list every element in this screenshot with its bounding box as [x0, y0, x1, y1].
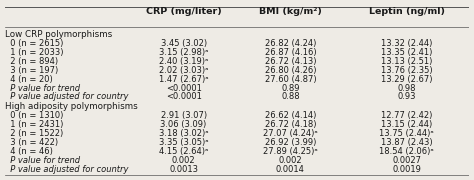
Text: 13.29 (2.67): 13.29 (2.67)	[381, 75, 432, 84]
Text: 0.002: 0.002	[172, 156, 195, 165]
Text: P value for trend: P value for trend	[5, 156, 80, 165]
Text: 26.72 (4.13): 26.72 (4.13)	[264, 57, 316, 66]
Text: BMI (kg/m²): BMI (kg/m²)	[259, 7, 322, 16]
Text: 3 (n = 197): 3 (n = 197)	[5, 66, 58, 75]
Text: 0.88: 0.88	[281, 93, 300, 102]
Text: 18.54 (2.06)ᵃ: 18.54 (2.06)ᵃ	[379, 147, 434, 156]
Text: 4 (n = 46): 4 (n = 46)	[5, 147, 53, 156]
Text: 12.77 (2.42): 12.77 (2.42)	[381, 111, 432, 120]
Text: 2 (n = 894): 2 (n = 894)	[5, 57, 58, 66]
Text: 4.15 (2.64)ᵃ: 4.15 (2.64)ᵃ	[159, 147, 208, 156]
Text: CRP (mg/liter): CRP (mg/liter)	[146, 7, 221, 16]
Text: 1 (n = 2431): 1 (n = 2431)	[5, 120, 63, 129]
Text: 27.07 (4.24)ᵃ: 27.07 (4.24)ᵃ	[263, 129, 318, 138]
Text: 2.40 (3.19)ᵃ: 2.40 (3.19)ᵃ	[159, 57, 208, 66]
Text: 0.0013: 0.0013	[169, 165, 198, 174]
Text: 0.89: 0.89	[281, 84, 300, 93]
Text: 13.13 (2.51): 13.13 (2.51)	[381, 57, 432, 66]
Text: High adiposity polymorphisms: High adiposity polymorphisms	[5, 102, 137, 111]
Text: 0 (n = 2615): 0 (n = 2615)	[5, 39, 63, 48]
Text: P value adjusted for country: P value adjusted for country	[5, 93, 128, 102]
Text: 2.02 (3.03)ᵃ: 2.02 (3.03)ᵃ	[159, 66, 209, 75]
Text: 0.93: 0.93	[397, 93, 416, 102]
Text: 13.76 (2.35): 13.76 (2.35)	[381, 66, 432, 75]
Text: 13.35 (2.41): 13.35 (2.41)	[381, 48, 432, 57]
Text: Low CRP polymorphisms: Low CRP polymorphisms	[5, 30, 112, 39]
Text: 0.0014: 0.0014	[276, 165, 305, 174]
Text: 3.15 (2.98)ᵃ: 3.15 (2.98)ᵃ	[159, 48, 209, 57]
Text: 27.60 (4.87): 27.60 (4.87)	[264, 75, 316, 84]
Text: 1.47 (2.67)ᵃ: 1.47 (2.67)ᵃ	[159, 75, 209, 84]
Text: 2 (n = 1522): 2 (n = 1522)	[5, 129, 63, 138]
Text: <0.0001: <0.0001	[165, 93, 201, 102]
Text: 4 (n = 20): 4 (n = 20)	[5, 75, 53, 84]
Text: 3.18 (3.02)ᵃ: 3.18 (3.02)ᵃ	[159, 129, 209, 138]
Text: P value for trend: P value for trend	[5, 84, 80, 93]
Text: 0.0027: 0.0027	[392, 156, 421, 165]
Text: Leptin (ng/ml): Leptin (ng/ml)	[369, 7, 445, 16]
Text: 13.87 (2.43): 13.87 (2.43)	[381, 138, 432, 147]
Text: 13.32 (2.44): 13.32 (2.44)	[381, 39, 432, 48]
Text: 0 (n = 1310): 0 (n = 1310)	[5, 111, 63, 120]
Text: 3.45 (3.02): 3.45 (3.02)	[161, 39, 207, 48]
Text: 3 (n = 422): 3 (n = 422)	[5, 138, 58, 147]
Text: 13.15 (2.44): 13.15 (2.44)	[381, 120, 432, 129]
Text: 2.91 (3.07): 2.91 (3.07)	[161, 111, 207, 120]
Text: 0.98: 0.98	[397, 84, 416, 93]
Text: 0.002: 0.002	[279, 156, 302, 165]
Text: 26.62 (4.14): 26.62 (4.14)	[265, 111, 316, 120]
Text: 1 (n = 2033): 1 (n = 2033)	[5, 48, 63, 57]
Text: 26.87 (4.16): 26.87 (4.16)	[264, 48, 316, 57]
Text: 13.75 (2.44)ᵃ: 13.75 (2.44)ᵃ	[379, 129, 434, 138]
Text: 26.82 (4.24): 26.82 (4.24)	[265, 39, 316, 48]
Text: 27.89 (4.25)ᵃ: 27.89 (4.25)ᵃ	[263, 147, 318, 156]
Text: 3.06 (3.09): 3.06 (3.09)	[161, 120, 207, 129]
Text: P value adjusted for country: P value adjusted for country	[5, 165, 128, 174]
Text: 26.80 (4.26): 26.80 (4.26)	[264, 66, 316, 75]
Text: 3.35 (3.05)ᵃ: 3.35 (3.05)ᵃ	[159, 138, 209, 147]
Text: <0.0001: <0.0001	[165, 84, 201, 93]
Text: 26.92 (3.99): 26.92 (3.99)	[265, 138, 316, 147]
Text: 0.0019: 0.0019	[392, 165, 421, 174]
Text: 26.72 (4.18): 26.72 (4.18)	[264, 120, 316, 129]
